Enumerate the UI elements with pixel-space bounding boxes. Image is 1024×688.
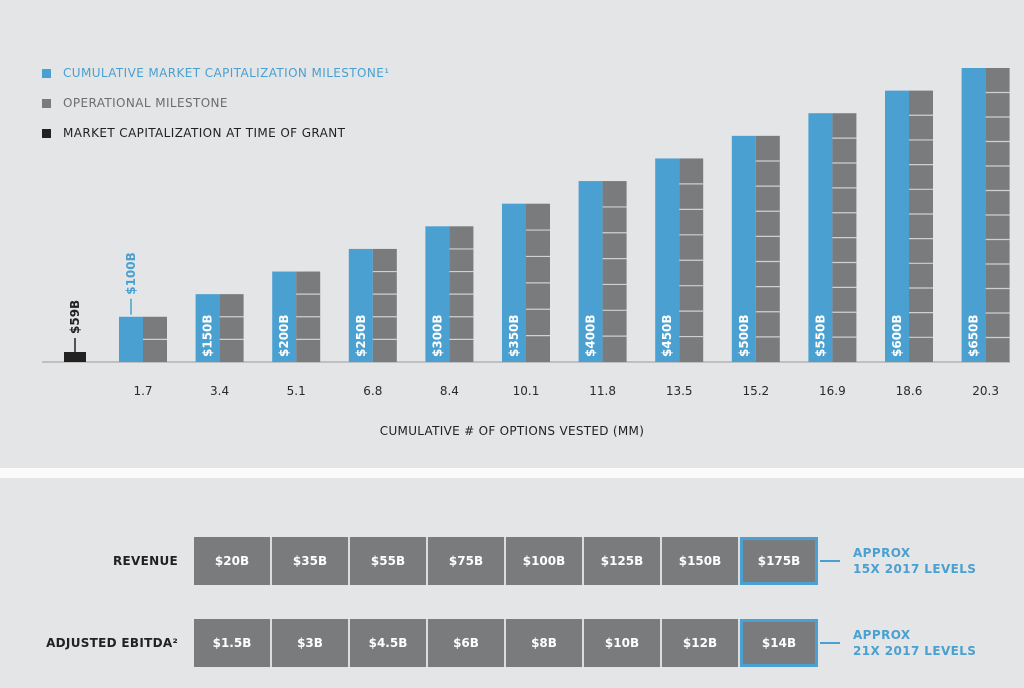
operational-bar [755, 135, 780, 362]
x-tick-label: 13.5 [666, 384, 693, 398]
x-tick-label: 3.4 [210, 384, 229, 398]
legend-swatch-blue [42, 68, 51, 78]
legend-item-market-cap: CUMULATIVE MARKET CAPITALIZATION MILESTO… [42, 66, 389, 80]
bar-value-label: $200B [277, 314, 291, 357]
value-cell: $35B [272, 537, 350, 585]
legend-label: MARKET CAPITALIZATION AT TIME OF GRANT [63, 126, 346, 140]
x-axis-title: CUMULATIVE # OF OPTIONS VESTED (MM) [379, 424, 645, 438]
note-line: 15X 2017 LEVELS [853, 562, 977, 576]
x-tick-label: 16.9 [819, 384, 846, 398]
x-tick-label: 18.6 [896, 384, 923, 398]
bar-value-label: $550B [813, 314, 827, 357]
ebitda-note: APPROX 21X 2017 LEVELS [853, 627, 976, 659]
market-cap-bar [885, 90, 909, 362]
x-tick-label: 15.2 [742, 384, 769, 398]
ebitda-cells: $1.5B $3B $4.5B $6B $8B $10B $12B $14B [194, 619, 818, 667]
legend-swatch-black [42, 128, 51, 138]
market-cap-bar [272, 271, 297, 362]
row-label-revenue: REVENUE [112, 554, 178, 568]
value-cell: $4.5B [350, 619, 428, 667]
value-cell: $55B [350, 537, 428, 585]
market-cap-bar [578, 181, 603, 362]
value-cell: $10B [584, 619, 662, 667]
revenue-cells: $20B $35B $55B $75B $100B $125B $150B $175B [194, 537, 818, 585]
value-cell: $1.5B [194, 619, 272, 667]
bar-value-label: $300B [430, 314, 444, 357]
value-cell: $8B [506, 619, 584, 667]
note-line: 21X 2017 LEVELS [853, 644, 977, 658]
bar-value-label: $350B [507, 314, 521, 357]
row-label-ebitda: ADJUSTED EBITDA² [46, 636, 178, 650]
bar-chart: $59B $100B 1.7 $150B 3.4 $200B 5.1 $250B 6.8 $300… [42, 68, 1010, 398]
grant-label: $59B [68, 300, 82, 334]
legend-item-operational: OPERATIONAL MILESTONE [42, 96, 228, 110]
x-tick-label: 10.1 [513, 384, 540, 398]
market-cap-bar [961, 68, 986, 362]
bar-value-label: $650B [967, 314, 981, 357]
ebitda-connector [820, 642, 840, 644]
note-line: APPROX [853, 546, 911, 560]
market-cap-bar [119, 316, 143, 362]
x-tick-label: 8.4 [440, 384, 459, 398]
legend-label: OPERATIONAL MILESTONE [63, 96, 228, 110]
note-line: APPROX [853, 628, 911, 642]
bar-value-label: $400B [584, 314, 598, 357]
x-tick-label: 6.8 [363, 384, 382, 398]
legend-item-grant: MARKET CAPITALIZATION AT TIME OF GRANT [42, 126, 345, 140]
value-cell: $12B [662, 619, 740, 667]
highlighted-value-cell: $14B [740, 619, 818, 667]
bar-value-label: $100B [124, 252, 138, 295]
operational-bar [909, 90, 933, 362]
market-cap-bar [195, 294, 220, 362]
x-tick-label: 1.7 [133, 384, 152, 398]
value-cell: $75B [428, 537, 506, 585]
bar-value-label: $450B [660, 314, 674, 357]
market-cap-bar [425, 226, 450, 362]
revenue-note: APPROX 15X 2017 LEVELS [853, 545, 976, 577]
operational-bar [602, 181, 627, 362]
operational-bar [219, 294, 244, 362]
x-tick-label: 5.1 [287, 384, 306, 398]
bar-value-label: $600B [890, 314, 904, 357]
legend-swatch-gray [42, 98, 51, 108]
operational-bar [372, 248, 397, 362]
bar-value-label: $500B [737, 314, 751, 357]
highlighted-value-cell: $175B [740, 537, 818, 585]
panel-divider [0, 468, 1024, 478]
value-cell: $20B [194, 537, 272, 585]
x-tick-label: 11.8 [589, 384, 616, 398]
bar-value-label: $250B [354, 314, 368, 357]
value-cell: $100B [506, 537, 584, 585]
legend-label: CUMULATIVE MARKET CAPITALIZATION MILESTO… [63, 66, 390, 80]
bar-value-label: $150B [201, 314, 215, 357]
market-cap-bar [731, 135, 756, 362]
grant-bar [64, 352, 86, 362]
revenue-connector [820, 560, 840, 562]
market-cap-bar [808, 113, 833, 362]
market-cap-bar [348, 248, 373, 362]
value-cell: $125B [584, 537, 662, 585]
market-cap-bar [502, 203, 526, 362]
value-cell: $6B [428, 619, 506, 667]
value-cell: $150B [662, 537, 740, 585]
value-cell: $3B [272, 619, 350, 667]
x-tick-label: 20.3 [972, 384, 999, 398]
market-cap-bar [655, 158, 680, 362]
